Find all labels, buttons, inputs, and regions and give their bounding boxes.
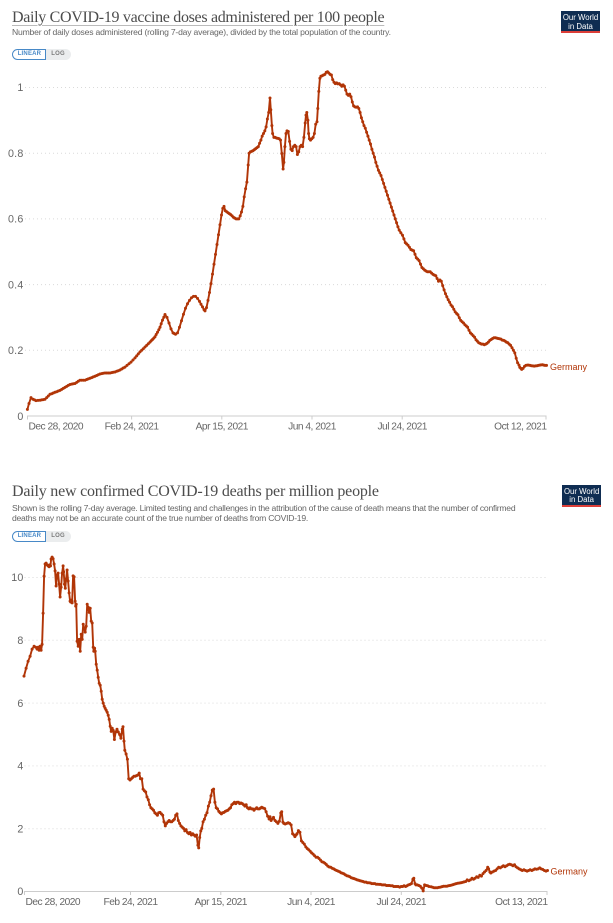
svg-text:10: 10	[11, 572, 23, 584]
svg-text:0: 0	[17, 886, 23, 898]
svg-text:0: 0	[17, 411, 23, 423]
svg-text:Germany: Germany	[550, 362, 588, 372]
svg-text:4: 4	[17, 761, 23, 773]
svg-text:Jun 4, 2021: Jun 4, 2021	[288, 422, 337, 433]
svg-text:Germany: Germany	[551, 866, 589, 876]
svg-text:Oct 12, 2021: Oct 12, 2021	[494, 422, 547, 433]
svg-text:1: 1	[17, 82, 23, 94]
svg-text:0.6: 0.6	[8, 214, 23, 226]
svg-text:Oct 13, 2021: Oct 13, 2021	[495, 897, 548, 908]
svg-text:Apr 15, 2021: Apr 15, 2021	[196, 422, 249, 433]
svg-text:Apr 15, 2021: Apr 15, 2021	[195, 897, 248, 908]
svg-text:Jun 4, 2021: Jun 4, 2021	[287, 897, 336, 908]
svg-text:6: 6	[17, 698, 23, 710]
svg-text:Feb 24, 2021: Feb 24, 2021	[103, 897, 158, 908]
svg-text:0.8: 0.8	[8, 148, 23, 160]
svg-text:Jul 24, 2021: Jul 24, 2021	[377, 422, 427, 433]
svg-text:Jul 24, 2021: Jul 24, 2021	[377, 897, 427, 908]
svg-text:0.2: 0.2	[8, 345, 23, 357]
svg-text:Feb 24, 2021: Feb 24, 2021	[105, 422, 160, 433]
svg-text:Dec 28, 2020: Dec 28, 2020	[26, 897, 81, 908]
svg-text:2: 2	[17, 823, 23, 835]
svg-text:8: 8	[17, 635, 23, 647]
svg-text:0.4: 0.4	[8, 279, 23, 291]
svg-text:Dec 28, 2020: Dec 28, 2020	[29, 422, 84, 433]
